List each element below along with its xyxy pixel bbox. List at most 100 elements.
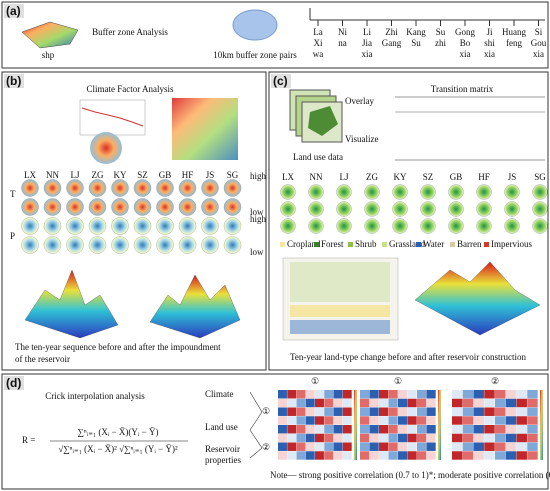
heatmap-cell (473, 433, 484, 443)
climate-disc (156, 236, 174, 254)
heatmap-cell (369, 407, 379, 416)
heatmap-cell (287, 407, 297, 416)
heatmap-cell (462, 407, 474, 416)
column-label: LJ (71, 170, 80, 180)
heatmap-cell (473, 416, 484, 425)
heatmap-cell (296, 390, 306, 399)
heatmap-cell (452, 442, 463, 451)
heatmap-cell (315, 433, 324, 443)
label-bg (4, 74, 24, 88)
column-label: GB (159, 170, 172, 180)
buffer-title: Buffer zone Analysis (92, 27, 168, 37)
land-disc (420, 201, 436, 217)
heatmap-cell (369, 425, 379, 434)
heatmap-cell (484, 390, 495, 399)
heatmap-cell (287, 425, 297, 434)
land-disc (280, 184, 296, 200)
heatmap-cell (426, 451, 436, 460)
heatmap-cell (296, 407, 306, 416)
heatmap-cell (398, 425, 408, 434)
climate-disc (133, 217, 152, 235)
heatmap-cell (278, 407, 287, 416)
station-name: Si (535, 27, 543, 37)
column-label: JS (206, 170, 215, 180)
heatmap-cell (333, 398, 343, 408)
heatmap-cell (426, 398, 436, 408)
heatmap-cell (278, 398, 287, 408)
climate-disc (156, 179, 174, 197)
heatmap-cell (305, 425, 315, 434)
heatmap-cell (527, 416, 538, 425)
heatmap-cell (462, 442, 474, 451)
legend-label: Cropland (287, 239, 321, 249)
heatmap-cell (296, 442, 306, 451)
heatmap-cell (305, 390, 315, 399)
heatmap-cell (315, 442, 324, 451)
climate-disc (223, 198, 242, 216)
column-label: SZ (137, 170, 148, 180)
heatmap-cell (278, 433, 287, 443)
heatmap-cell (296, 416, 306, 425)
heatmap-cell (417, 416, 427, 425)
land-disc (364, 218, 380, 234)
land-disc (448, 184, 464, 200)
heatmap-cell (388, 407, 398, 416)
heatmap-cell (407, 390, 417, 399)
climate-disc (43, 236, 62, 254)
heatmap-cell (495, 451, 506, 460)
heatmap-cell (287, 416, 297, 425)
column-label: HF (478, 172, 490, 182)
heatmap-cell (388, 442, 398, 451)
heatmap-cell (360, 425, 370, 434)
heatmap-cell (484, 407, 495, 416)
station-name: Su (436, 27, 446, 37)
column-label: KY (394, 172, 407, 182)
heatmap-cell (315, 451, 324, 460)
heatmap-cell (388, 398, 398, 408)
panel-title: Crick interpolation analysis (45, 391, 145, 401)
station-name: na (338, 38, 347, 48)
climate-disc (178, 217, 197, 235)
heatmap-cell (333, 390, 343, 399)
climate-disc (21, 179, 39, 197)
climate-disc (201, 179, 219, 197)
heatmap-cell (407, 425, 417, 434)
land-disc (364, 201, 380, 217)
land-map (308, 106, 338, 136)
heatmap-cell (398, 407, 408, 416)
heatmap-cell (417, 442, 427, 451)
climate-disc (111, 217, 129, 235)
heatmap-cell (342, 442, 352, 451)
climate-disc (156, 198, 174, 216)
heatmap-cell (388, 451, 398, 460)
heatmap-cell (360, 451, 370, 460)
group-mark: ① (262, 406, 270, 416)
heatmap-cell (417, 433, 427, 443)
heatmap-cell (360, 416, 370, 425)
formula: R = (22, 435, 35, 445)
heatmap-cell (407, 451, 417, 460)
station-name: xia (533, 49, 544, 59)
station-name: feng (506, 38, 522, 48)
heatmap-cell (369, 451, 379, 460)
heatmap-cell (388, 433, 398, 443)
climate-disc (178, 198, 197, 216)
scale-label: high (250, 214, 267, 224)
heatmap-cell (495, 425, 506, 434)
label-bg (271, 74, 291, 88)
land-disc (280, 218, 296, 234)
panel-title: Climate Factor Analysis (87, 84, 174, 94)
climate-disc (43, 198, 62, 216)
legend-swatch (416, 242, 421, 247)
legend-swatch (484, 242, 489, 247)
heatmap-cell (324, 442, 334, 451)
sankey-flow (290, 305, 390, 317)
heatmap-cell (462, 416, 474, 425)
land-grid: LX NN LJ ZG KY SZ GB HF JS SG (280, 172, 548, 234)
station-name: wa (313, 49, 324, 59)
heatmap-cell (417, 451, 427, 460)
heatmap-cell (287, 442, 297, 451)
heatmap-cell (484, 398, 495, 408)
heatmap-cell (296, 451, 306, 460)
column-label: SG (227, 170, 239, 180)
